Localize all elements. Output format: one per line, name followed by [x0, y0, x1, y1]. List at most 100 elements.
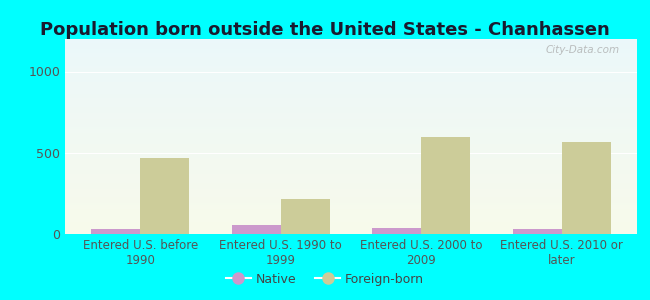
Bar — [65, 90, 637, 92]
Bar — [65, 84, 637, 86]
Bar — [65, 76, 637, 78]
Bar — [65, 203, 637, 205]
Bar — [65, 162, 637, 164]
Bar — [65, 78, 637, 80]
Bar — [65, 140, 637, 142]
Bar — [65, 191, 637, 193]
Bar — [65, 72, 637, 74]
Bar — [65, 58, 637, 60]
Bar — [65, 111, 637, 113]
Bar — [65, 94, 637, 95]
Bar — [65, 232, 637, 234]
Bar — [65, 53, 637, 55]
Bar — [65, 129, 637, 130]
Bar — [65, 95, 637, 98]
Bar — [65, 68, 637, 70]
Bar — [65, 154, 637, 156]
Bar — [65, 156, 637, 158]
Bar — [65, 150, 637, 152]
Bar — [65, 207, 637, 209]
Bar — [65, 70, 637, 72]
Legend: Native, Foreign-born: Native, Foreign-born — [221, 268, 429, 291]
Bar — [65, 74, 637, 76]
Bar — [372, 228, 421, 234]
Text: City-Data.com: City-Data.com — [546, 45, 620, 55]
Bar — [65, 103, 637, 105]
Bar — [65, 201, 637, 203]
Bar — [65, 80, 637, 82]
Bar — [65, 170, 637, 172]
Bar — [281, 199, 330, 234]
Bar — [65, 86, 637, 88]
Bar — [65, 115, 637, 117]
Bar — [65, 55, 637, 56]
Bar — [65, 195, 637, 197]
Bar — [65, 166, 637, 168]
Bar — [65, 119, 637, 121]
Bar — [65, 134, 637, 136]
Text: Population born outside the United States - Chanhassen: Population born outside the United State… — [40, 21, 610, 39]
Bar — [65, 164, 637, 166]
Bar — [65, 98, 637, 99]
Bar — [65, 209, 637, 211]
Bar — [65, 148, 637, 150]
Bar — [65, 172, 637, 173]
Bar — [65, 211, 637, 212]
Bar — [65, 61, 637, 62]
Bar — [65, 117, 637, 119]
Bar — [65, 105, 637, 107]
Bar — [65, 230, 637, 232]
Bar — [65, 133, 637, 134]
Bar — [65, 179, 637, 181]
Bar — [65, 127, 637, 129]
Bar — [65, 168, 637, 169]
Bar — [65, 173, 637, 175]
Bar — [65, 217, 637, 218]
Bar — [65, 64, 637, 66]
Bar — [65, 113, 637, 115]
Bar — [65, 45, 637, 47]
Bar — [65, 228, 637, 230]
Bar — [65, 39, 637, 41]
Bar — [65, 187, 637, 189]
Bar — [65, 197, 637, 199]
Bar — [65, 177, 637, 179]
Bar — [421, 136, 471, 234]
Bar — [65, 43, 637, 45]
Bar — [65, 183, 637, 185]
Bar — [562, 142, 611, 234]
Bar — [65, 121, 637, 123]
Bar — [65, 82, 637, 84]
Bar — [65, 100, 637, 101]
Bar — [65, 88, 637, 90]
Bar — [65, 222, 637, 224]
Bar — [65, 66, 637, 68]
Bar — [65, 136, 637, 138]
Bar — [65, 152, 637, 154]
Bar — [65, 160, 637, 162]
Bar — [65, 176, 637, 177]
Bar — [65, 125, 637, 127]
Bar — [65, 131, 637, 133]
Bar — [65, 205, 637, 207]
Bar — [65, 218, 637, 220]
Bar — [65, 123, 637, 125]
Bar — [231, 225, 281, 234]
Bar — [140, 158, 189, 234]
Bar — [65, 92, 637, 94]
Bar — [65, 109, 637, 111]
Bar — [65, 189, 637, 191]
Bar — [65, 62, 637, 64]
Bar — [65, 226, 637, 228]
Bar — [65, 181, 637, 183]
Bar — [65, 146, 637, 148]
Bar — [65, 49, 637, 51]
Bar — [65, 144, 637, 146]
Bar — [65, 56, 637, 58]
Bar — [65, 142, 637, 144]
Bar — [65, 214, 637, 217]
Bar — [65, 224, 637, 226]
Bar — [65, 47, 637, 49]
Bar — [65, 107, 637, 109]
Bar — [65, 101, 637, 103]
